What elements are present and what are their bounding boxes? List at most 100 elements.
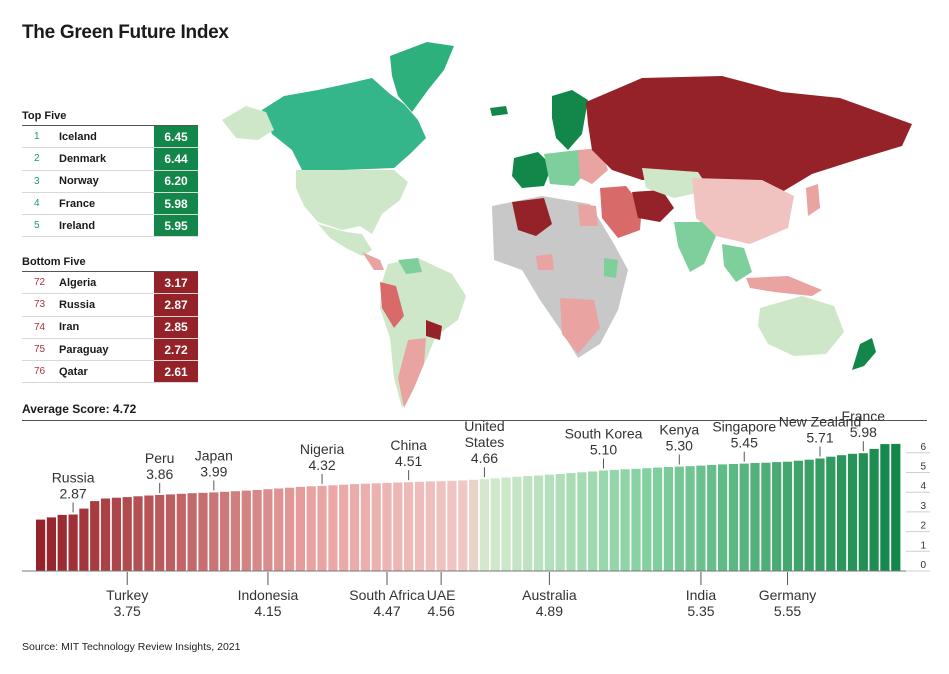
map-canada [262, 78, 426, 170]
map-greenland [390, 42, 454, 112]
table-row: 72 Algeria 3.17 [22, 272, 198, 295]
country-name: Qatar [59, 365, 88, 378]
map-russia [586, 76, 912, 192]
bar [317, 485, 327, 571]
country-name: Algeria [59, 276, 97, 289]
bar [111, 497, 121, 571]
map-central-asia [642, 168, 710, 198]
bar [642, 468, 652, 571]
data-label-country: Russia [52, 469, 95, 485]
bar [328, 485, 338, 571]
country-name: Paraguay [59, 343, 109, 356]
data-label-value: 5.10 [590, 442, 617, 458]
score-badge: 2.85 [154, 316, 198, 338]
map-new-zealand [852, 338, 876, 370]
top-five-table: Top Five 1 Iceland 6.45 2 Denmark 6.44 3… [22, 110, 198, 238]
rank-number: 1 [34, 131, 40, 143]
map-western-europe [512, 152, 552, 188]
data-label-country: Germany [759, 587, 817, 603]
data-label-country: China [390, 437, 427, 453]
rank-number: 3 [34, 175, 40, 187]
data-label-country: Japan [195, 447, 233, 463]
map-scandinavia [552, 90, 588, 150]
bar [718, 464, 728, 571]
bar [847, 453, 858, 571]
bar [274, 488, 284, 571]
map-iran [632, 190, 674, 222]
rank-number: 2 [34, 153, 40, 165]
table-row: 1 Iceland 6.45 [22, 126, 198, 149]
y-tick-label: 6 [920, 442, 926, 453]
bar [501, 477, 511, 571]
country-name: Russia [59, 298, 96, 311]
data-label-value: 3.99 [200, 463, 227, 479]
data-label-value: 5.35 [687, 603, 714, 619]
country-name: Denmark [59, 152, 107, 165]
data-label-country: New Zealand [779, 414, 862, 430]
rank-number: 76 [34, 366, 46, 378]
bar [220, 491, 230, 571]
map-mexico [318, 224, 372, 256]
bar [57, 514, 67, 571]
bar [804, 459, 814, 571]
bar [230, 491, 240, 571]
y-tick-label: 1 [920, 540, 926, 551]
map-middle-east [600, 186, 642, 238]
source-note: Source: MIT Technology Review Insights, … [22, 641, 241, 653]
chart-title: The Green Future Index [22, 22, 229, 43]
bar [663, 467, 673, 571]
data-label-country: Singapore [712, 419, 776, 435]
bar [598, 470, 609, 571]
country-name: Norway [59, 175, 99, 188]
bar [382, 482, 392, 571]
score-badge: 5.98 [154, 192, 198, 215]
table-row: 3 Norway 6.20 [22, 170, 198, 193]
rank-number: 75 [34, 344, 46, 356]
rank-number: 73 [34, 299, 46, 311]
bar [609, 469, 619, 571]
bar [100, 498, 111, 571]
y-tick-label: 0 [920, 560, 926, 571]
data-label-value: 5.45 [731, 435, 758, 451]
data-label-country: South Korea [565, 426, 643, 442]
map-southern-africa [560, 298, 600, 354]
map-kenya [604, 258, 618, 278]
data-label-country: States [465, 434, 505, 450]
bar [122, 497, 132, 571]
world-map [222, 42, 912, 408]
bar [620, 469, 630, 571]
data-label-value: 4.66 [471, 450, 498, 466]
bar [144, 495, 154, 571]
data-label-country: South Africa [349, 587, 425, 603]
country-name: Ireland [59, 219, 96, 232]
bar [869, 448, 879, 571]
bar [577, 472, 587, 571]
bar [837, 455, 847, 571]
bar [534, 475, 544, 571]
table-row: 75 Paraguay 2.72 [22, 338, 198, 362]
top-five-heading: Top Five [22, 110, 198, 126]
score-badge: 5.95 [154, 215, 198, 237]
table-row: 76 Qatar 2.61 [22, 361, 198, 384]
bar [263, 489, 273, 571]
data-label-country: Australia [522, 587, 577, 603]
data-label-value: 4.32 [308, 457, 335, 473]
bar [739, 463, 749, 571]
y-tick-label: 3 [920, 501, 926, 512]
data-label-value: 5.98 [850, 424, 877, 440]
y-tick-label: 2 [920, 521, 926, 532]
map-southeast-asia [722, 244, 752, 282]
y-tick-label: 4 [920, 481, 926, 492]
data-label-value: 5.30 [666, 438, 693, 454]
rank-number: 72 [34, 277, 46, 289]
bar [469, 479, 479, 571]
data-label-value: 4.47 [373, 603, 400, 619]
score-badge: 3.17 [154, 272, 198, 294]
bar [252, 490, 262, 571]
bar [176, 493, 186, 571]
map-peru [380, 282, 404, 328]
bar [436, 481, 446, 571]
data-label-country: India [686, 587, 717, 603]
bar [36, 519, 46, 571]
bar [750, 463, 760, 571]
